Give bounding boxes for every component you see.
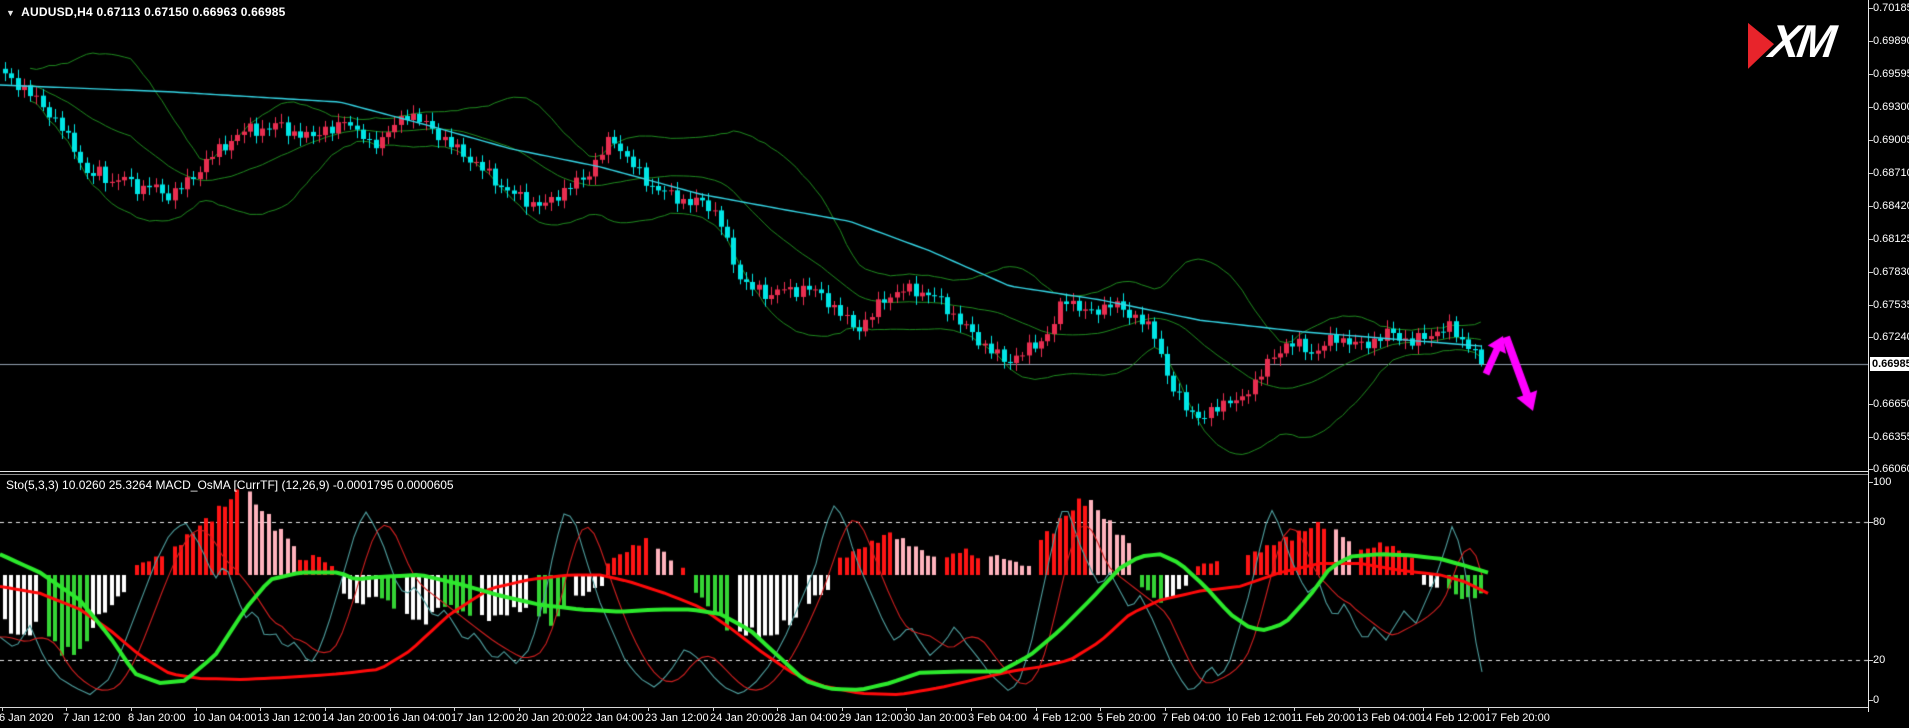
axis-tick bbox=[1100, 707, 1101, 711]
axis-tick bbox=[1165, 707, 1166, 711]
time-axis-label: 11 Feb 20:00 bbox=[1291, 712, 1356, 724]
axis-tick bbox=[1869, 272, 1873, 273]
time-axis-label: 13 Jan 12:00 bbox=[257, 712, 321, 724]
axis-tick bbox=[1036, 707, 1037, 711]
axis-tick bbox=[1294, 707, 1295, 711]
main-chart-canvas[interactable] bbox=[0, 0, 1868, 471]
symbol-ohlc-text: AUDUSD,H4 0.67113 0.67150 0.66963 0.6698… bbox=[21, 5, 286, 19]
axis-tick bbox=[1869, 140, 1873, 141]
indicator-title: Sto(5,3,3) 10.0260 25.3264 MACD_OsMA [Cu… bbox=[6, 478, 454, 492]
indicator-chart-canvas[interactable] bbox=[0, 475, 1868, 707]
time-axis-label: 13 Feb 04:00 bbox=[1356, 712, 1421, 724]
xm-watermark: XM bbox=[1748, 15, 1860, 70]
time-axis-label: 7 Jan 12:00 bbox=[63, 712, 121, 724]
time-axis-label: 29 Jan 12:00 bbox=[839, 712, 903, 724]
axis-tick bbox=[648, 707, 649, 711]
axis-tick bbox=[1869, 8, 1873, 9]
time-axis-label: 24 Jan 20:00 bbox=[710, 712, 774, 724]
axis-tick bbox=[1869, 437, 1873, 438]
axis-tick bbox=[1488, 707, 1489, 711]
time-axis-label: 5 Feb 20:00 bbox=[1097, 712, 1156, 724]
axis-tick bbox=[1869, 206, 1873, 207]
price-axis-label: 0.67535 bbox=[1873, 299, 1909, 311]
price-axis-label: 0.68420 bbox=[1873, 200, 1909, 212]
axis-tick bbox=[1869, 700, 1873, 701]
time-axis-label: 14 Feb 12:00 bbox=[1420, 712, 1485, 724]
symbol-dropdown-icon[interactable]: ▼ bbox=[6, 8, 16, 18]
axis-tick bbox=[390, 707, 391, 711]
axis-tick bbox=[1869, 469, 1873, 470]
indicator-axis-label: 0 bbox=[1873, 694, 1880, 706]
price-axis-label: 0.69595 bbox=[1873, 68, 1909, 80]
axis-tick bbox=[1229, 707, 1230, 711]
price-axis-label: 0.68710 bbox=[1873, 167, 1909, 179]
price-axis-label: 0.70185 bbox=[1873, 2, 1909, 14]
price-axis-label: 0.66650 bbox=[1873, 398, 1909, 410]
panel-separator-bottom bbox=[0, 474, 1868, 475]
axis-tick bbox=[519, 707, 520, 711]
time-axis-label: 22 Jan 04:00 bbox=[580, 712, 644, 724]
time-axis-label: 20 Jan 20:00 bbox=[516, 712, 580, 724]
axis-tick bbox=[906, 707, 907, 711]
time-axis-label: 23 Jan 12:00 bbox=[645, 712, 709, 724]
time-axis-label: 10 Jan 04:00 bbox=[193, 712, 257, 724]
axis-tick bbox=[260, 707, 261, 711]
time-axis-label: 7 Feb 04:00 bbox=[1162, 712, 1221, 724]
axis-tick bbox=[66, 707, 67, 711]
time-axis-label: 3 Feb 04:00 bbox=[968, 712, 1027, 724]
axis-tick bbox=[196, 707, 197, 711]
axis-tick bbox=[1869, 482, 1873, 483]
axis-tick bbox=[583, 707, 584, 711]
axis-tick bbox=[1869, 74, 1873, 75]
axis-tick bbox=[1869, 173, 1873, 174]
indicator-axis-label: 80 bbox=[1873, 516, 1886, 528]
axis-tick bbox=[131, 707, 132, 711]
price-axis-label: 0.66060 bbox=[1873, 463, 1909, 475]
price-axis-label: 0.66355 bbox=[1873, 431, 1909, 443]
time-axis-label: 8 Jan 20:00 bbox=[128, 712, 186, 724]
price-axis-label: 0.69890 bbox=[1873, 35, 1909, 47]
axis-tick bbox=[1869, 404, 1873, 405]
symbol-ohlc-title: ▼ AUDUSD,H4 0.67113 0.67150 0.66963 0.669… bbox=[6, 5, 286, 19]
time-axis-label: 17 Jan 12:00 bbox=[451, 712, 515, 724]
time-axis-label: 28 Jan 04:00 bbox=[774, 712, 838, 724]
axis-tick bbox=[1869, 660, 1873, 661]
axis-tick bbox=[325, 707, 326, 711]
axis-tick bbox=[1359, 707, 1360, 711]
axis-tick bbox=[1869, 337, 1873, 338]
axis-tick bbox=[1869, 305, 1873, 306]
time-axis-label: 17 Feb 20:00 bbox=[1485, 712, 1550, 724]
axis-tick bbox=[777, 707, 778, 711]
axis-tick bbox=[713, 707, 714, 711]
price-axis-label: 0.69300 bbox=[1873, 101, 1909, 113]
axis-tick bbox=[1869, 239, 1873, 240]
price-axis-strip[interactable] bbox=[1868, 0, 1909, 712]
axis-tick bbox=[1869, 107, 1873, 108]
panel-separator-top bbox=[0, 471, 1868, 472]
indicator-axis-label: 20 bbox=[1873, 654, 1886, 666]
current-price-tag: 0.66985 bbox=[1870, 357, 1909, 371]
time-axis-label: 4 Feb 12:00 bbox=[1033, 712, 1092, 724]
price-axis-label: 0.68125 bbox=[1873, 233, 1909, 245]
time-axis-label: 14 Jan 20:00 bbox=[322, 712, 386, 724]
axis-tick bbox=[971, 707, 972, 711]
price-axis-label: 0.67830 bbox=[1873, 266, 1909, 278]
axis-tick bbox=[1423, 707, 1424, 711]
indicator-axis-label: 100 bbox=[1873, 476, 1892, 488]
time-axis-label: 30 Jan 20:00 bbox=[903, 712, 967, 724]
price-axis-label: 0.69005 bbox=[1873, 134, 1909, 146]
time-axis-label: 16 Jan 04:00 bbox=[387, 712, 451, 724]
axis-tick bbox=[1869, 522, 1873, 523]
time-axis-label: 10 Feb 12:00 bbox=[1226, 712, 1291, 724]
time-axis-border bbox=[0, 707, 1869, 708]
axis-tick bbox=[842, 707, 843, 711]
xm-logo-text: XM bbox=[1766, 15, 1837, 67]
axis-tick bbox=[2, 707, 3, 711]
time-axis-label: 6 Jan 2020 bbox=[0, 712, 54, 724]
price-axis-label: 0.67240 bbox=[1873, 331, 1909, 343]
axis-tick bbox=[454, 707, 455, 711]
axis-tick bbox=[1869, 41, 1873, 42]
